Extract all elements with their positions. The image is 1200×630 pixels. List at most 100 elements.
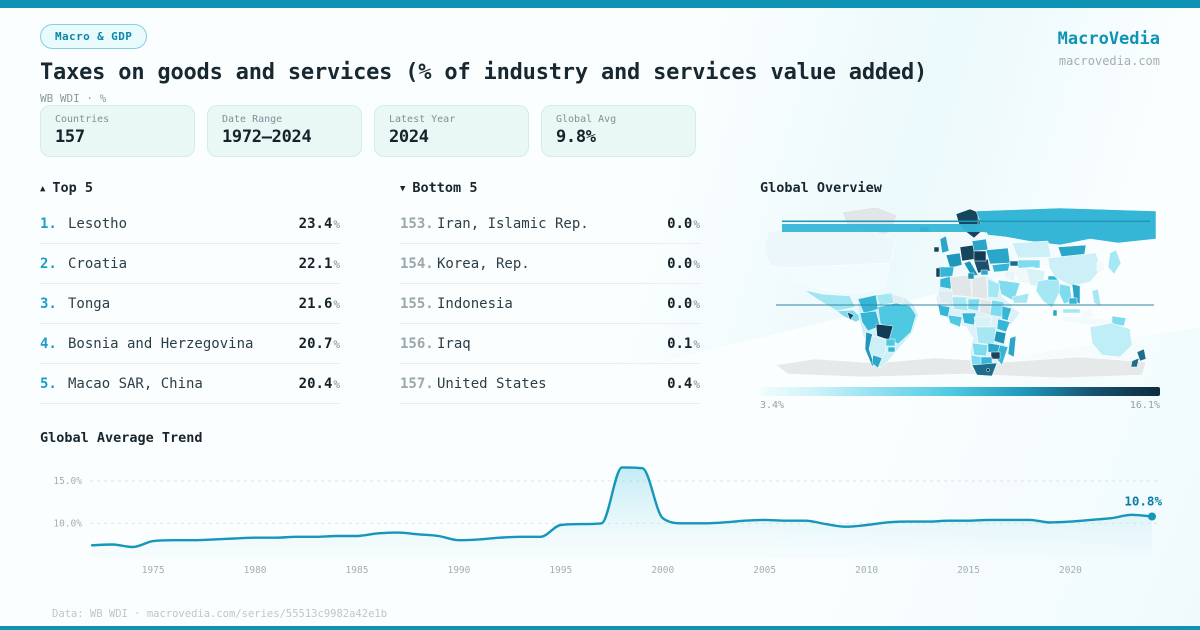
brand-name: MacroVedia xyxy=(1057,29,1160,49)
rank-label: 156. xyxy=(400,335,434,352)
list-item: 157. United States 0.4% xyxy=(400,364,700,404)
stat-label: Global Avg xyxy=(556,114,617,125)
top5-header: ▲ Top 5 xyxy=(40,180,340,200)
bottom5-list: ▼ Bottom 5 153. Iran, Islamic Rep. 0.0% 1… xyxy=(400,180,700,411)
rank-label: 2. xyxy=(40,255,57,272)
trend-section: Global Average Trend 10.0% 15.0% 1975 1980 1… xyxy=(40,430,1170,579)
rank-label: 3. xyxy=(40,295,57,312)
svg-text:15.0%: 15.0% xyxy=(53,476,82,487)
top5-list: ▲ Top 5 1. Lesotho 23.4% 2. Croatia 22.1%… xyxy=(40,180,340,411)
list-item: 3. Tonga 21.6% xyxy=(40,284,340,324)
map-title: Global Overview xyxy=(760,180,882,196)
stat-label: Date Range xyxy=(222,114,283,125)
content-columns: ▲ Top 5 1. Lesotho 23.4% 2. Croatia 22.1%… xyxy=(40,180,1160,411)
list-item: 154. Korea, Rep. 0.0% xyxy=(400,244,700,284)
svg-text:10.0%: 10.0% xyxy=(53,518,82,529)
country-name: Korea, Rep. xyxy=(437,255,530,272)
rank-label: 154. xyxy=(400,255,434,272)
top5-title: Top 5 xyxy=(52,180,94,196)
footer: Data: WB WDI · macrovedia.com/series/555… xyxy=(52,608,387,620)
list-item: 153. Iran, Islamic Rep. 0.0% xyxy=(400,204,700,244)
stat-value: 157 xyxy=(55,127,85,147)
header-left: Macro & GDP Taxes on goods and services … xyxy=(40,24,927,105)
svg-text:2005: 2005 xyxy=(753,565,776,576)
trend-end-label: 10.8% xyxy=(1124,494,1162,509)
arctic-stripe xyxy=(782,224,1150,232)
choropleth-legend-labels: 3.4% 16.1% xyxy=(760,400,1160,411)
list-item: 2. Croatia 22.1% xyxy=(40,244,340,284)
brand-block: MacroVedia macrovedia.com xyxy=(1058,24,1160,68)
country-name: Croatia xyxy=(68,255,128,272)
bottom5-rows: 153. Iran, Islamic Rep. 0.0% 154. Korea,… xyxy=(400,204,700,404)
svg-text:2020: 2020 xyxy=(1059,565,1082,576)
stat-value: 2024 xyxy=(389,127,429,147)
country-name: United States xyxy=(437,375,547,392)
rank-label: 5. xyxy=(40,375,57,392)
page-subtitle: WB WDI · % xyxy=(40,92,107,105)
country-value: 22.1% xyxy=(298,255,340,272)
country-name: Bosnia and Herzegovina xyxy=(68,335,254,352)
rank-label: 157. xyxy=(400,375,434,392)
svg-text:1990: 1990 xyxy=(447,565,470,576)
country-value: 0.0% xyxy=(667,255,700,272)
country-value: 20.4% xyxy=(298,375,340,392)
country-value: 23.4% xyxy=(298,215,340,232)
country-name: Iraq xyxy=(437,335,471,352)
legend-max-label: 16.1% xyxy=(1129,400,1160,411)
svg-text:1980: 1980 xyxy=(244,565,267,576)
svg-text:1975: 1975 xyxy=(142,565,165,576)
list-item: 156. Iraq 0.1% xyxy=(400,324,700,364)
trend-line-chart: 10.0% 15.0% 1975 1980 1985 1990 1995 2000 2005 20… xyxy=(53,466,1162,576)
list-item: 5. Macao SAR, China 20.4% xyxy=(40,364,340,404)
stat-card-global-avg: Global Avg 9.8% xyxy=(541,105,696,157)
stat-label: Countries xyxy=(55,114,110,125)
country-name: Iran, Islamic Rep. xyxy=(437,215,589,232)
down-arrow-icon: ▼ xyxy=(400,184,406,194)
stat-value: 9.8% xyxy=(556,127,596,147)
rank-label: 4. xyxy=(40,335,57,352)
country-name: Lesotho xyxy=(68,215,128,232)
category-badge: Macro & GDP xyxy=(40,24,148,49)
country-value: 0.0% xyxy=(667,295,700,312)
rank-label: 155. xyxy=(400,295,434,312)
country-value: 0.4% xyxy=(667,375,700,392)
page-title: Taxes on goods and services (% of indust… xyxy=(40,60,928,85)
svg-text:2015: 2015 xyxy=(957,565,980,576)
country-name: Tonga xyxy=(68,295,111,312)
list-item: 4. Bosnia and Herzegovina 20.7% xyxy=(40,324,340,364)
list-item: 155. Indonesia 0.0% xyxy=(400,284,700,324)
rank-label: 1. xyxy=(40,215,57,232)
bottom5-title: Bottom 5 xyxy=(412,180,478,196)
trend-end-dot xyxy=(1148,512,1156,521)
rank-label: 153. xyxy=(400,215,434,232)
stat-cards: Countries 157 Date Range 1972—2024 Lates… xyxy=(40,105,696,157)
country-value: 20.7% xyxy=(298,335,340,352)
top-accent-bar xyxy=(0,0,1200,8)
country-value: 21.6% xyxy=(298,295,340,312)
trend-title: Global Average Trend xyxy=(40,430,203,446)
svg-text:2010: 2010 xyxy=(855,565,878,576)
country-name: Macao SAR, China xyxy=(68,375,203,392)
stat-value: 1972—2024 xyxy=(222,127,312,147)
country-value: 0.1% xyxy=(667,335,700,352)
bottom-accent-bar xyxy=(0,626,1200,630)
world-map-choropleth xyxy=(763,206,1157,379)
stat-card-countries: Countries 157 xyxy=(40,105,195,157)
country-name: Indonesia xyxy=(437,295,513,312)
legend-min-label: 3.4% xyxy=(760,400,785,411)
list-item: 1. Lesotho 23.4% xyxy=(40,204,340,244)
svg-text:2000: 2000 xyxy=(651,565,674,576)
arctic-line xyxy=(782,220,1150,223)
choropleth-legend-gradient xyxy=(760,387,1160,396)
global-overview-panel: Global Overview xyxy=(760,180,1160,411)
bottom5-header: ▼ Bottom 5 xyxy=(400,180,700,200)
stat-card-latest-year: Latest Year 2024 xyxy=(374,105,529,157)
svg-text:1995: 1995 xyxy=(549,565,572,576)
svg-text:1985: 1985 xyxy=(346,565,369,576)
stat-label: Latest Year xyxy=(389,114,456,125)
up-arrow-icon: ▲ xyxy=(40,184,46,194)
footer-source-text: Data: WB WDI · macrovedia.com/series/555… xyxy=(52,608,388,620)
country-value: 0.0% xyxy=(667,215,700,232)
header: Macro & GDP Taxes on goods and services … xyxy=(40,24,1160,105)
